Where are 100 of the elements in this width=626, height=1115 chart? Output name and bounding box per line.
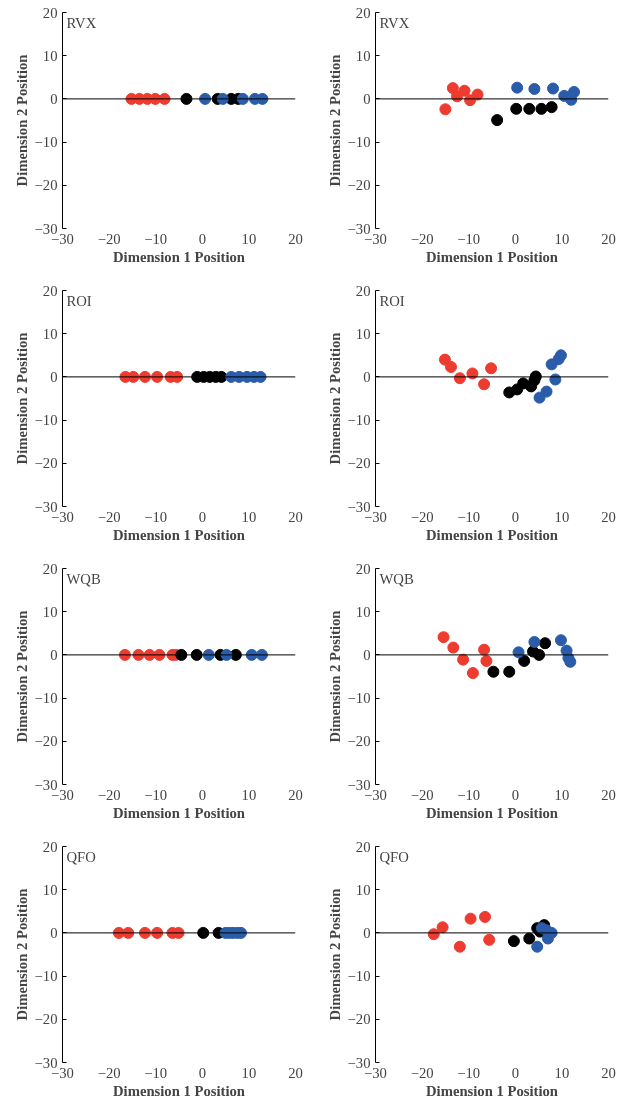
chart-title: ROI (66, 292, 92, 309)
x-tick-label: 10 (241, 230, 257, 247)
x-tick-label: −20 (97, 786, 121, 803)
x-tick-label: 0 (198, 508, 206, 525)
x-axis-title: Dimension 1 Position (426, 1082, 558, 1099)
y-tick-label: 20 (355, 282, 371, 299)
x-tick-label: −20 (97, 1064, 121, 1081)
y-tick-label: −20 (34, 455, 58, 472)
x-axis-title: Dimension 1 Position (426, 248, 558, 265)
y-tick-label: 20 (42, 560, 58, 577)
y-tick-label: −10 (347, 412, 371, 429)
y-tick-label: −10 (34, 412, 58, 429)
x-tick-label: 10 (241, 786, 257, 803)
x-axis-title: Dimension 1 Position (113, 248, 245, 265)
y-tick-label: −10 (34, 134, 58, 151)
x-tick-label: −20 (410, 508, 434, 525)
x-tick-label: 20 (288, 508, 303, 525)
x-tick-label: −10 (457, 786, 481, 803)
y-axis-title: Dimension 2 Position (13, 54, 30, 187)
y-tick-label: 10 (42, 47, 58, 64)
y-tick-label: 0 (363, 368, 371, 385)
y-tick-label: −20 (347, 733, 371, 750)
y-tick-label: 20 (355, 560, 371, 577)
y-tick-label: −10 (34, 968, 58, 985)
x-tick-label: 20 (288, 1064, 303, 1081)
y-tick-label: 10 (355, 47, 371, 64)
y-tick-label: 20 (42, 282, 58, 299)
y-tick-label: 0 (50, 924, 58, 941)
y-tick-label: 0 (363, 646, 371, 663)
y-tick-label: 0 (50, 646, 58, 663)
x-tick-label: −10 (144, 230, 168, 247)
chart-title: RVX (379, 14, 410, 31)
x-tick-label: 20 (601, 1064, 616, 1081)
x-tick-label: 20 (601, 230, 616, 247)
y-tick-label: 10 (42, 325, 58, 342)
x-axis-title: Dimension 1 Position (113, 1082, 245, 1099)
x-tick-label: −10 (144, 786, 168, 803)
y-axis-title: Dimension 2 Position (326, 610, 343, 743)
x-tick-label: −10 (457, 1064, 481, 1081)
x-tick-label: 10 (554, 230, 570, 247)
y-tick-label: −20 (34, 733, 58, 750)
y-tick-label: −20 (347, 455, 371, 472)
x-tick-label: −10 (457, 230, 481, 247)
x-axis-title: Dimension 1 Position (113, 804, 245, 821)
y-tick-label: 10 (355, 325, 371, 342)
y-tick-label: 20 (42, 4, 58, 21)
chart-title: WQB (66, 570, 101, 587)
x-tick-label: 0 (511, 786, 519, 803)
x-tick-label: 10 (241, 1064, 257, 1081)
y-tick-label: 10 (355, 881, 371, 898)
x-tick-label: −20 (410, 1064, 434, 1081)
chart-title: RVX (66, 14, 97, 31)
x-tick-label: 0 (198, 786, 206, 803)
y-axis-title: Dimension 2 Position (13, 332, 30, 465)
y-tick-label: −10 (347, 134, 371, 151)
x-tick-label: 0 (511, 508, 519, 525)
x-tick-label: 0 (511, 1064, 519, 1081)
y-tick-label: −10 (34, 690, 58, 707)
y-tick-label: −20 (347, 1011, 371, 1028)
x-tick-label: 10 (554, 508, 570, 525)
y-axis-title: Dimension 2 Position (13, 610, 30, 743)
y-tick-label: −10 (347, 968, 371, 985)
x-axis-title: Dimension 1 Position (113, 526, 245, 543)
x-tick-label: 10 (241, 508, 257, 525)
x-tick-label: 0 (511, 230, 519, 247)
x-tick-label: 20 (601, 786, 616, 803)
x-tick-label: 0 (198, 230, 206, 247)
y-axis-title: Dimension 2 Position (326, 332, 343, 465)
y-axis-title: Dimension 2 Position (326, 888, 343, 1021)
x-tick-label: −10 (457, 508, 481, 525)
y-tick-label: 20 (355, 4, 371, 21)
y-tick-label: 10 (42, 603, 58, 620)
y-tick-label: 0 (50, 90, 58, 107)
x-tick-label: 10 (554, 1064, 570, 1081)
y-tick-label: 10 (355, 603, 371, 620)
y-tick-label: 20 (355, 838, 371, 855)
chart-title: ROI (379, 292, 405, 309)
chart-title: QFO (66, 848, 96, 865)
y-tick-label: −20 (347, 177, 371, 194)
y-axis-title: Dimension 2 Position (13, 888, 30, 1021)
y-tick-label: −20 (34, 1011, 58, 1028)
x-tick-label: 20 (288, 230, 303, 247)
x-tick-label: 10 (554, 786, 570, 803)
chart-title: WQB (379, 570, 414, 587)
x-tick-label: −10 (144, 508, 168, 525)
y-tick-label: −20 (34, 177, 58, 194)
chart-title: QFO (379, 848, 409, 865)
x-tick-label: −20 (97, 508, 121, 525)
x-tick-label: 0 (198, 1064, 206, 1081)
x-tick-label: 20 (601, 508, 616, 525)
y-tick-label: 10 (42, 881, 58, 898)
y-tick-label: 0 (363, 90, 371, 107)
x-tick-label: −10 (144, 1064, 168, 1081)
x-tick-label: −20 (97, 230, 121, 247)
y-tick-label: 0 (363, 924, 371, 941)
x-tick-label: −20 (410, 230, 434, 247)
y-tick-label: 0 (50, 368, 58, 385)
x-tick-label: 20 (288, 786, 303, 803)
y-axis-title: Dimension 2 Position (326, 54, 343, 187)
x-axis-title: Dimension 1 Position (426, 804, 558, 821)
